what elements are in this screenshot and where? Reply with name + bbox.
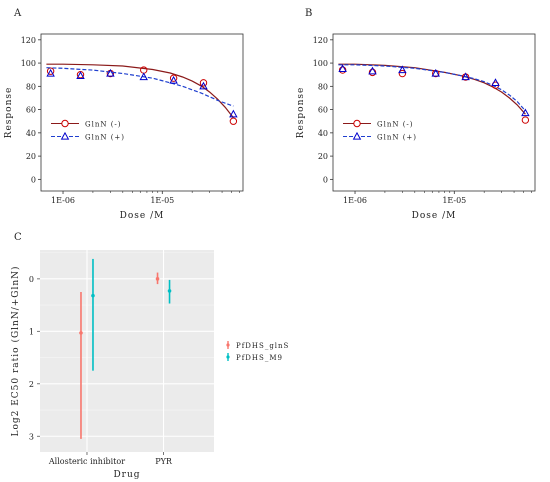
panel-a-legend-marker-2 xyxy=(60,131,70,140)
panel-b-point-glnn-plus xyxy=(338,64,347,72)
panel-b-point-glnn-minus xyxy=(398,69,407,78)
panel-a-point-glnn-minus xyxy=(46,67,55,75)
panel-a-plot-frame xyxy=(40,33,244,192)
panel-b-ytick-label: 40 xyxy=(318,129,328,138)
panel-b-plot-frame xyxy=(332,33,536,192)
panel-a-y-axis-title: Response xyxy=(4,87,14,139)
panel-b-ytick-label: 120 xyxy=(313,36,328,45)
panel-c-ytick-label: 1 xyxy=(29,327,34,336)
panel-c-letter: C xyxy=(14,232,22,243)
panel-a-x-axis-title: Dose /M xyxy=(120,211,165,221)
panel-a-legend-label-1: GlnN (-) xyxy=(85,120,122,128)
panel-a-xtick-label: 1E-06 xyxy=(51,196,75,205)
panel-a-point-glnn-plus xyxy=(106,68,115,77)
panel-a-ytick-label: 100 xyxy=(21,59,36,68)
panel-a-legend-marker-1 xyxy=(61,119,69,128)
panel-b-letter: B xyxy=(305,8,312,19)
panel-b-ytick-label: 60 xyxy=(318,106,328,115)
panel-a-ytick-label: 40 xyxy=(26,129,36,138)
panel-c-legend-key-point xyxy=(226,343,230,347)
panel-a-ytick-label: 60 xyxy=(26,106,36,115)
panel-c-ec50-ratio: 0 1 2 3 Allosteric inhibitor PYR Drug Log2 EC50… xyxy=(10,250,289,480)
panel-b-xtick-label: 1E-05 xyxy=(442,196,466,205)
panel-b-ytick-label: 100 xyxy=(313,59,328,68)
panel-a-fit-curve-1 xyxy=(46,63,234,119)
panel-a-point-glnn-minus xyxy=(199,79,208,87)
panel-c-legend-key-point xyxy=(226,355,230,359)
panel-c-point xyxy=(91,293,95,298)
panel-b-point-glnn-plus xyxy=(431,68,440,77)
panel-a-point-glnn-plus xyxy=(46,68,55,77)
panel-b-dose-response: 0 20 40 60 80 100 120 1E-06 1E-05 Dose /M Response… xyxy=(296,33,536,221)
panel-a-point-glnn-minus xyxy=(229,117,238,125)
panel-a-dose-response: 0 20 40 60 80 100 120 1E-06 1E-05 Dose /M Response… xyxy=(4,33,244,221)
panel-b-point-glnn-plus xyxy=(521,108,530,117)
panel-a-ytick-label: 120 xyxy=(21,36,36,45)
panel-b-point-glnn-plus xyxy=(398,65,407,74)
panel-a-ytick-label: 0 xyxy=(31,175,36,184)
panel-c-xtick-label: PYR xyxy=(155,457,173,466)
panel-c-point xyxy=(79,331,83,335)
panel-b-fit-curve-1 xyxy=(338,63,526,115)
panel-b-legend-label-1: GlnN (-) xyxy=(377,120,414,128)
panel-a-point-glnn-minus xyxy=(169,74,178,82)
panel-c-xtick-label: Allosteric inhibitor xyxy=(48,457,125,466)
panel-b-ytick-label: 0 xyxy=(323,175,328,184)
panel-a-fit-curve-2 xyxy=(46,67,234,107)
panel-b-point-glnn-minus xyxy=(338,66,347,74)
panel-b-xtick-label: 1E-06 xyxy=(343,196,367,205)
panel-b-ytick-label: 80 xyxy=(318,82,328,91)
panel-a-point-glnn-plus xyxy=(169,75,178,84)
panel-c-point xyxy=(155,277,160,281)
panel-a-ytick-label: 80 xyxy=(26,82,36,91)
panel-a-point-glnn-plus xyxy=(76,71,85,79)
panel-c-ytick-label: 0 xyxy=(29,275,34,284)
panel-b-legend-marker-2 xyxy=(352,131,362,140)
panel-c-ytick-label: 3 xyxy=(29,432,34,441)
panel-a-point-glnn-plus xyxy=(199,81,208,90)
panel-c-legend-label: PfDHS_glnS xyxy=(236,342,289,350)
panel-c-point xyxy=(167,289,172,293)
panel-a-letter: A xyxy=(13,8,22,19)
panel-b-point-glnn-plus xyxy=(368,66,377,75)
panel-a-point-glnn-plus xyxy=(229,109,238,118)
panel-b-legend-marker-1 xyxy=(353,119,361,128)
panel-c-plot-background xyxy=(40,250,214,452)
panel-b-fit-curve-2 xyxy=(338,64,526,112)
panel-c-legend-label: PfDHS_M9 xyxy=(236,354,283,362)
panel-b-point-glnn-plus xyxy=(461,72,470,81)
panel-a-legend-label-2: GlnN (+) xyxy=(85,133,125,141)
panel-b-y-axis-title: Response xyxy=(296,87,306,139)
panel-b-x-axis-title: Dose /M xyxy=(412,211,457,221)
panel-c-ytick-label: 2 xyxy=(29,380,34,389)
panel-a-xtick-label: 1E-05 xyxy=(150,196,174,205)
panel-a-ytick-label: 20 xyxy=(26,152,36,161)
panel-a-point-glnn-minus xyxy=(140,66,148,74)
panel-b-point-glnn-minus xyxy=(521,116,530,124)
panel-a-point-glnn-plus xyxy=(139,72,148,81)
panel-c-x-axis-title: Drug xyxy=(113,470,140,480)
panel-c-y-axis-title: Log2 EC50 ratio (GlnN/+GlnN) xyxy=(10,265,21,436)
panel-b-legend-label-2: GlnN (+) xyxy=(377,133,417,141)
panel-b-point-glnn-minus xyxy=(368,68,377,77)
panel-b-point-glnn-plus xyxy=(491,78,500,86)
panel-b-ytick-label: 20 xyxy=(318,152,328,161)
